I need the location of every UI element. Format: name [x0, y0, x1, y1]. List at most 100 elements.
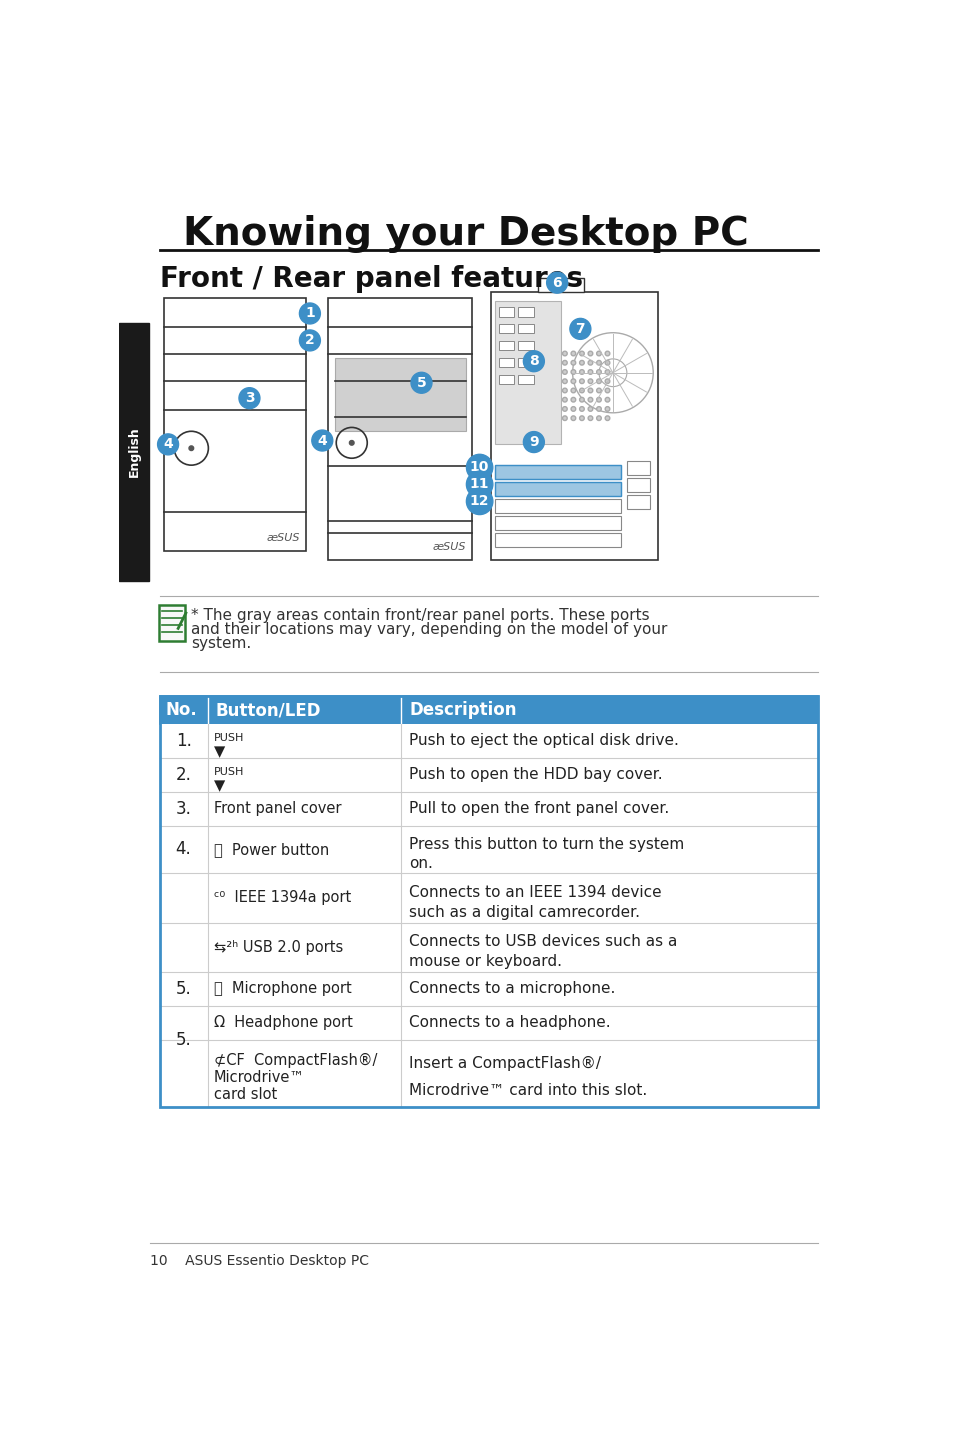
Text: 3: 3	[244, 391, 254, 406]
Text: 4: 4	[163, 437, 172, 452]
Bar	[328, 298, 472, 559]
Text: Knowing your Desktop PC: Knowing your Desktop PC	[183, 214, 748, 253]
Bar	[159, 758, 818, 792]
Text: 1: 1	[305, 306, 314, 321]
Bar	[164, 298, 306, 551]
Circle shape	[604, 370, 609, 374]
Circle shape	[587, 407, 592, 411]
Circle shape	[349, 440, 354, 446]
Circle shape	[579, 361, 583, 365]
Bar	[495, 516, 620, 529]
Circle shape	[596, 388, 600, 393]
Circle shape	[562, 351, 567, 355]
Text: PUSH: PUSH	[213, 766, 244, 777]
Circle shape	[596, 351, 600, 355]
Bar	[517, 358, 534, 367]
Circle shape	[579, 407, 583, 411]
Bar	[495, 301, 560, 443]
Bar	[491, 292, 658, 559]
Text: 1.: 1.	[175, 732, 192, 749]
Text: 4.: 4.	[175, 840, 192, 858]
Text: Push to open the HDD bay cover.: Push to open the HDD bay cover.	[409, 768, 662, 782]
Circle shape	[562, 407, 567, 411]
Bar	[495, 533, 620, 546]
Circle shape	[587, 351, 592, 355]
Bar	[159, 923, 818, 972]
Bar	[517, 324, 534, 334]
Bar	[498, 375, 514, 384]
Circle shape	[571, 407, 575, 411]
Text: 5.: 5.	[175, 1031, 192, 1048]
Circle shape	[562, 388, 567, 393]
Bar	[159, 873, 818, 923]
Circle shape	[596, 407, 600, 411]
Bar	[498, 358, 514, 367]
Bar	[626, 479, 649, 492]
Text: Button/LED: Button/LED	[215, 700, 320, 719]
Text: 9: 9	[529, 436, 538, 449]
Circle shape	[571, 416, 575, 420]
Circle shape	[604, 351, 609, 355]
Circle shape	[604, 388, 609, 393]
Text: and their locations may vary, depending on the model of your: and their locations may vary, depending …	[192, 623, 667, 637]
Bar	[159, 792, 818, 825]
Text: ⇆²ʰ USB 2.0 ports: ⇆²ʰ USB 2.0 ports	[213, 939, 343, 955]
Circle shape	[587, 380, 592, 384]
Circle shape	[604, 380, 609, 384]
Circle shape	[562, 370, 567, 374]
Text: 2.: 2.	[175, 765, 192, 784]
Bar	[626, 462, 649, 475]
Text: Front / Rear panel features: Front / Rear panel features	[159, 265, 582, 293]
Bar	[158, 605, 185, 641]
Bar	[159, 825, 818, 873]
Text: 4: 4	[317, 433, 327, 447]
Circle shape	[587, 397, 592, 403]
Bar	[537, 278, 583, 292]
Text: Front panel cover: Front panel cover	[213, 801, 341, 817]
Bar	[159, 1040, 818, 1107]
Text: 12: 12	[470, 495, 489, 509]
Text: 3.: 3.	[175, 800, 192, 818]
Text: 5: 5	[416, 375, 426, 390]
Circle shape	[562, 397, 567, 403]
Bar	[495, 464, 620, 479]
Circle shape	[571, 380, 575, 384]
Text: 10    ASUS Essentio Desktop PC: 10 ASUS Essentio Desktop PC	[150, 1254, 369, 1268]
Circle shape	[571, 397, 575, 403]
Bar	[335, 358, 465, 431]
Text: ⊄CF  CompactFlash®/: ⊄CF CompactFlash®/	[213, 1053, 376, 1068]
Text: on.: on.	[409, 856, 433, 871]
Text: Description: Description	[409, 700, 517, 719]
Circle shape	[587, 416, 592, 420]
Text: 10: 10	[470, 460, 489, 475]
Text: 2: 2	[305, 334, 314, 348]
Circle shape	[604, 407, 609, 411]
Text: 6: 6	[552, 276, 561, 289]
Circle shape	[579, 416, 583, 420]
Bar	[495, 482, 620, 496]
Circle shape	[579, 380, 583, 384]
Text: Connects to USB devices such as a: Connects to USB devices such as a	[409, 935, 677, 949]
Text: æSUS: æSUS	[266, 533, 299, 544]
Text: Pull to open the front panel cover.: Pull to open the front panel cover.	[409, 801, 669, 817]
Text: 8: 8	[529, 354, 538, 368]
Circle shape	[596, 370, 600, 374]
Text: Connects to a microphone.: Connects to a microphone.	[409, 981, 615, 997]
Circle shape	[579, 397, 583, 403]
Bar	[517, 308, 534, 316]
Circle shape	[604, 361, 609, 365]
Bar	[517, 341, 534, 351]
Text: card slot: card slot	[213, 1087, 276, 1102]
Circle shape	[571, 351, 575, 355]
Text: æSUS: æSUS	[432, 542, 465, 552]
Circle shape	[579, 351, 583, 355]
Circle shape	[189, 446, 193, 450]
Circle shape	[571, 370, 575, 374]
Bar	[498, 324, 514, 334]
Circle shape	[587, 388, 592, 393]
Bar	[517, 375, 534, 384]
Circle shape	[596, 361, 600, 365]
Text: mouse or keyboard.: mouse or keyboard.	[409, 953, 561, 969]
Circle shape	[562, 416, 567, 420]
Text: Connects to a headphone.: Connects to a headphone.	[409, 1015, 610, 1030]
